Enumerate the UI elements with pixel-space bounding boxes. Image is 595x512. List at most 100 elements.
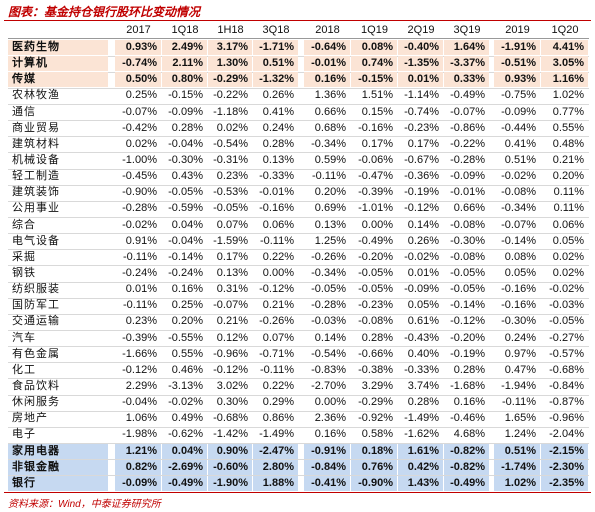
row-label: 汽车: [12, 331, 36, 344]
cell-value: -1.00%: [122, 153, 157, 166]
cell-value: -0.14%: [450, 299, 485, 312]
cell-value: -0.66%: [358, 347, 393, 360]
cell-value: 0.11%: [553, 202, 584, 215]
cell-value: -0.30%: [501, 315, 536, 328]
row-rule: [8, 249, 589, 251]
cell-value: 0.20%: [314, 186, 346, 199]
row-label: 非银金融: [8, 459, 108, 475]
cell-value: 0.00%: [314, 396, 346, 409]
cell-value: -0.19%: [404, 186, 439, 199]
cell-value: -0.09%: [115, 475, 161, 491]
column-header: 2018: [315, 24, 340, 36]
cell-value: 0.30%: [216, 396, 248, 409]
cell-value: 2.29%: [125, 379, 157, 392]
row-rule: [8, 152, 589, 154]
cell-value: 0.23%: [216, 170, 248, 183]
cell-value: 0.28%: [171, 121, 203, 134]
cell-value: -0.15%: [351, 72, 397, 88]
cell-value: -2.04%: [549, 428, 584, 441]
cell-value: 0.51%: [494, 443, 540, 459]
cell-value: -1.98%: [122, 428, 157, 441]
cell-value: -0.38%: [358, 363, 393, 376]
cell-value: 0.16%: [304, 72, 350, 88]
row-label: 房地产: [12, 412, 48, 425]
cell-value: -0.08%: [450, 250, 485, 263]
cell-value: -0.68%: [549, 363, 584, 376]
cell-value: -0.90%: [122, 186, 157, 199]
cell-value: 0.06%: [552, 218, 584, 231]
cell-value: -0.28%: [122, 202, 157, 215]
cell-value: 0.15%: [361, 105, 393, 118]
column-header: 1Q20: [551, 24, 579, 36]
cell-value: 0.13%: [262, 153, 294, 166]
row-label: 采掘: [12, 250, 36, 263]
cell-value: -0.43%: [404, 331, 439, 344]
cell-value: 0.04%: [162, 443, 207, 459]
cell-value: -0.45%: [122, 170, 157, 183]
cell-value: -0.07%: [122, 105, 157, 118]
cell-value: 1.25%: [314, 234, 346, 247]
cell-value: -0.03%: [549, 299, 584, 312]
column-header: 3Q18: [262, 24, 290, 36]
cell-value: -0.49%: [162, 475, 207, 491]
cell-value: -0.47%: [358, 170, 393, 183]
cell-value: -3.37%: [444, 56, 489, 72]
cell-value: -0.91%: [304, 443, 350, 459]
cell-value: 0.17%: [361, 137, 393, 150]
cell-value: -0.36%: [404, 170, 439, 183]
cell-value: -0.82%: [444, 443, 489, 459]
cell-value: -0.92%: [358, 412, 393, 425]
cell-value: -0.74%: [115, 56, 161, 72]
row-label: 家用电器: [8, 443, 108, 459]
cell-value: 0.05%: [552, 234, 584, 247]
cell-value: 0.00%: [361, 218, 393, 231]
cell-value: -0.05%: [450, 283, 485, 296]
cell-value: 0.16%: [453, 396, 485, 409]
cell-value: -0.02%: [501, 170, 536, 183]
cell-value: -0.15%: [168, 89, 203, 102]
cell-value: -0.30%: [450, 234, 485, 247]
cell-value: -0.34%: [311, 137, 346, 150]
cell-value: 0.23%: [125, 315, 157, 328]
cell-value: -0.53%: [213, 186, 248, 199]
cell-value: 0.20%: [552, 170, 584, 183]
cell-value: 0.93%: [115, 40, 161, 56]
cell-value: -0.49%: [450, 89, 485, 102]
cell-value: -0.05%: [168, 186, 203, 199]
cell-value: -2.47%: [253, 443, 298, 459]
cell-value: -0.74%: [404, 105, 439, 118]
cell-value: 0.74%: [351, 56, 397, 72]
cell-value: 0.22%: [262, 250, 294, 263]
cell-value: 1.24%: [504, 428, 536, 441]
cell-value: 0.01%: [125, 283, 157, 296]
cell-value: 0.02%: [552, 266, 584, 279]
cell-value: -0.23%: [404, 121, 439, 134]
cell-value: 0.55%: [171, 347, 203, 360]
cell-value: -0.11%: [259, 234, 294, 247]
row-label: 电气设备: [12, 234, 60, 247]
cell-value: 0.14%: [407, 218, 439, 231]
cell-value: -0.11%: [501, 396, 536, 409]
cell-value: -0.09%: [404, 283, 439, 296]
row-rule: [8, 136, 589, 138]
cell-value: 0.77%: [552, 105, 584, 118]
cell-value: 0.76%: [351, 459, 397, 475]
cell-value: 0.69%: [314, 202, 346, 215]
row-label: 纺织服装: [12, 283, 60, 296]
cell-value: -0.01%: [450, 186, 485, 199]
cell-value: -2.35%: [541, 475, 588, 491]
cell-value: -1.59%: [213, 234, 248, 247]
cell-value: -1.66%: [122, 347, 157, 360]
cell-value: -0.05%: [358, 283, 393, 296]
row-rule: [8, 475, 589, 477]
row-label: 机械设备: [12, 153, 60, 166]
cell-value: 0.58%: [361, 428, 393, 441]
cell-value: -0.11%: [259, 363, 294, 376]
row-rule: [8, 346, 589, 348]
cell-value: -0.39%: [358, 186, 393, 199]
row-rule: [8, 265, 589, 267]
cell-value: -0.29%: [208, 72, 252, 88]
cell-value: 3.74%: [407, 379, 439, 392]
cell-value: 0.29%: [262, 396, 294, 409]
cell-value: -0.16%: [358, 121, 393, 134]
